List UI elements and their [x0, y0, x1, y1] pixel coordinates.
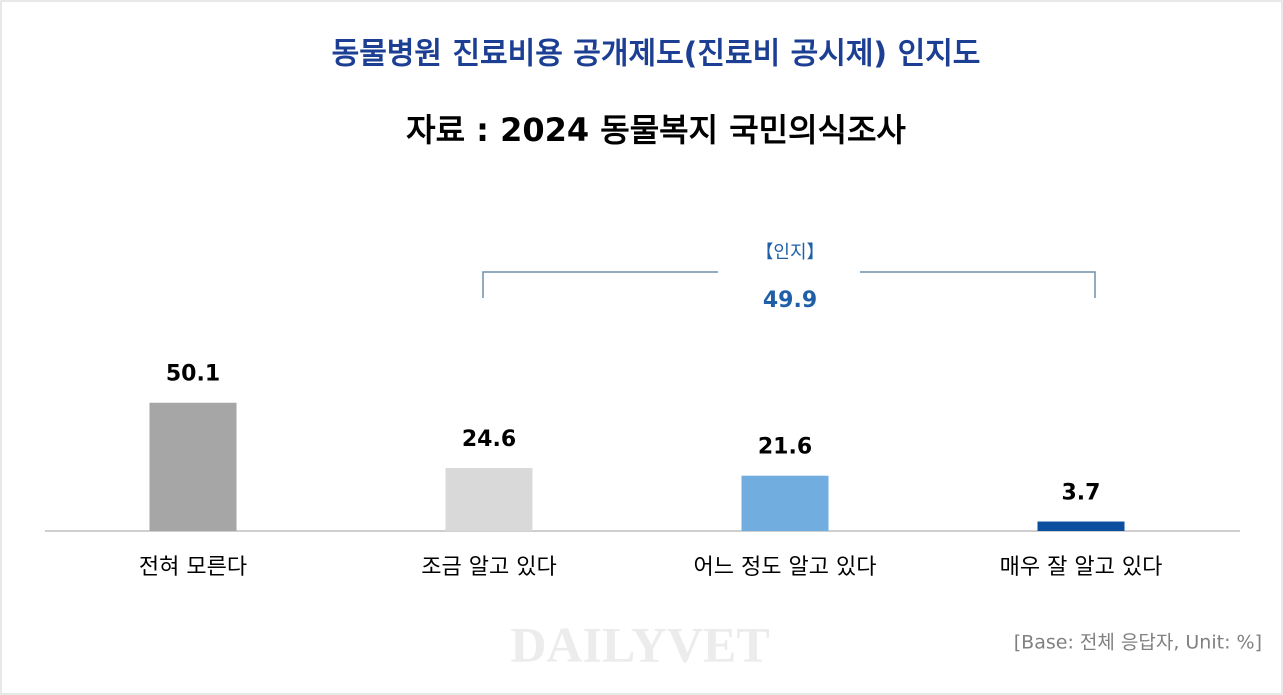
value-label: 50.1 [166, 362, 220, 387]
bar [1037, 521, 1125, 531]
x-tick-label: 조금 알고 있다 [421, 555, 556, 580]
value-label: 21.6 [758, 435, 812, 460]
bar [445, 468, 533, 531]
annotation-value: 49.9 [763, 288, 817, 313]
bar [149, 402, 237, 531]
bar [741, 475, 829, 531]
annotation-label: 【인지】 [755, 242, 824, 263]
note: [Base: 전체 응답자, Unit: %] [1014, 632, 1262, 654]
x-tick-label: 매우 잘 알고 있다 [1000, 555, 1163, 580]
chart-subtitle: 자료 : 2024 동물복지 국민의식조사 [406, 111, 906, 149]
x-tick-label: 전혀 모른다 [139, 555, 247, 580]
watermark: DAILYVET [510, 616, 769, 672]
chart-title: 동물병원 진료비용 공개제도(진료비 공시제) 인지도 [332, 37, 981, 72]
value-label: 3.7 [1062, 481, 1101, 506]
bracket [482, 271, 1096, 298]
x-tick-label: 어느 정도 알고 있다 [694, 555, 877, 580]
value-label: 24.6 [462, 427, 516, 452]
